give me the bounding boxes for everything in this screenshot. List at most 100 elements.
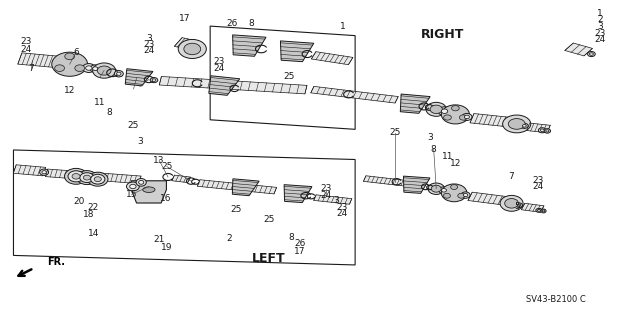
Text: 21: 21	[154, 235, 164, 244]
Text: RIGHT: RIGHT	[421, 28, 464, 41]
Ellipse shape	[130, 184, 136, 189]
Text: 22: 22	[88, 203, 99, 211]
Ellipse shape	[518, 204, 521, 206]
Text: 2: 2	[227, 234, 232, 243]
Text: 12: 12	[450, 159, 461, 168]
Ellipse shape	[150, 78, 158, 83]
Ellipse shape	[502, 115, 531, 133]
Text: 11: 11	[94, 99, 106, 108]
Text: FR.: FR.	[47, 257, 65, 267]
Ellipse shape	[86, 66, 92, 70]
Text: 14: 14	[88, 229, 99, 238]
Ellipse shape	[152, 79, 156, 81]
Text: 12: 12	[64, 86, 76, 95]
Ellipse shape	[65, 168, 88, 184]
Text: 23: 23	[532, 176, 544, 185]
Polygon shape	[468, 192, 508, 205]
Polygon shape	[172, 175, 191, 182]
Text: 13: 13	[154, 156, 165, 165]
Ellipse shape	[462, 114, 472, 121]
Ellipse shape	[430, 105, 442, 114]
Ellipse shape	[115, 70, 124, 77]
Text: 6: 6	[73, 48, 79, 57]
Ellipse shape	[458, 193, 465, 198]
Text: 1: 1	[597, 9, 603, 18]
Polygon shape	[232, 35, 266, 56]
Ellipse shape	[538, 209, 541, 211]
Ellipse shape	[460, 115, 467, 120]
Ellipse shape	[538, 128, 546, 133]
Polygon shape	[197, 180, 276, 194]
Polygon shape	[470, 114, 510, 127]
Ellipse shape	[505, 198, 518, 208]
Polygon shape	[174, 38, 200, 50]
Ellipse shape	[83, 175, 90, 180]
Text: 23: 23	[337, 203, 348, 211]
Polygon shape	[522, 203, 544, 212]
Ellipse shape	[426, 102, 447, 116]
Ellipse shape	[40, 169, 49, 175]
Text: 25: 25	[128, 121, 140, 130]
Ellipse shape	[116, 72, 121, 75]
Text: 24: 24	[20, 45, 32, 55]
Ellipse shape	[75, 65, 84, 71]
Ellipse shape	[178, 40, 206, 58]
Polygon shape	[311, 86, 398, 103]
Ellipse shape	[88, 172, 108, 186]
Ellipse shape	[452, 106, 460, 111]
Text: 24: 24	[143, 46, 154, 56]
Ellipse shape	[536, 208, 542, 212]
Polygon shape	[18, 53, 57, 67]
Ellipse shape	[42, 171, 46, 174]
Text: 18: 18	[83, 210, 95, 219]
Ellipse shape	[522, 124, 526, 127]
Polygon shape	[159, 77, 307, 94]
Ellipse shape	[54, 65, 65, 71]
Ellipse shape	[439, 187, 449, 194]
Text: 25: 25	[263, 215, 275, 224]
Ellipse shape	[444, 115, 451, 120]
Text: 3: 3	[597, 22, 603, 31]
Ellipse shape	[139, 181, 144, 184]
Ellipse shape	[444, 193, 451, 198]
Text: 26: 26	[226, 19, 237, 28]
Ellipse shape	[68, 171, 84, 182]
Polygon shape	[565, 43, 593, 56]
Ellipse shape	[72, 174, 80, 179]
Polygon shape	[13, 165, 45, 176]
Ellipse shape	[442, 109, 448, 114]
Polygon shape	[314, 195, 352, 204]
Text: 23: 23	[321, 184, 332, 193]
Polygon shape	[280, 41, 314, 62]
Ellipse shape	[451, 185, 458, 189]
Text: 3: 3	[427, 133, 433, 142]
Text: 17: 17	[294, 247, 305, 256]
Ellipse shape	[97, 66, 111, 75]
Text: 24: 24	[321, 190, 332, 200]
Text: 24: 24	[532, 182, 544, 191]
Text: SV43-B2100 C: SV43-B2100 C	[527, 295, 586, 304]
Text: 24: 24	[337, 209, 348, 218]
Text: 24: 24	[214, 63, 225, 72]
Ellipse shape	[136, 179, 147, 186]
Polygon shape	[284, 185, 312, 203]
Text: 8: 8	[289, 233, 294, 242]
Ellipse shape	[91, 174, 105, 184]
Text: 8: 8	[106, 108, 112, 117]
Text: 25: 25	[284, 72, 295, 81]
Polygon shape	[45, 169, 141, 184]
Ellipse shape	[516, 203, 522, 207]
Text: 3: 3	[333, 196, 339, 205]
Ellipse shape	[77, 171, 97, 185]
Polygon shape	[311, 52, 353, 65]
Ellipse shape	[540, 129, 544, 131]
Ellipse shape	[93, 63, 116, 78]
Text: 23: 23	[213, 57, 225, 66]
Ellipse shape	[508, 119, 525, 129]
Text: 15: 15	[126, 190, 138, 199]
Polygon shape	[209, 76, 240, 95]
Text: 25: 25	[230, 205, 241, 214]
Ellipse shape	[93, 67, 98, 70]
Text: 17: 17	[179, 14, 190, 23]
Polygon shape	[527, 123, 550, 133]
